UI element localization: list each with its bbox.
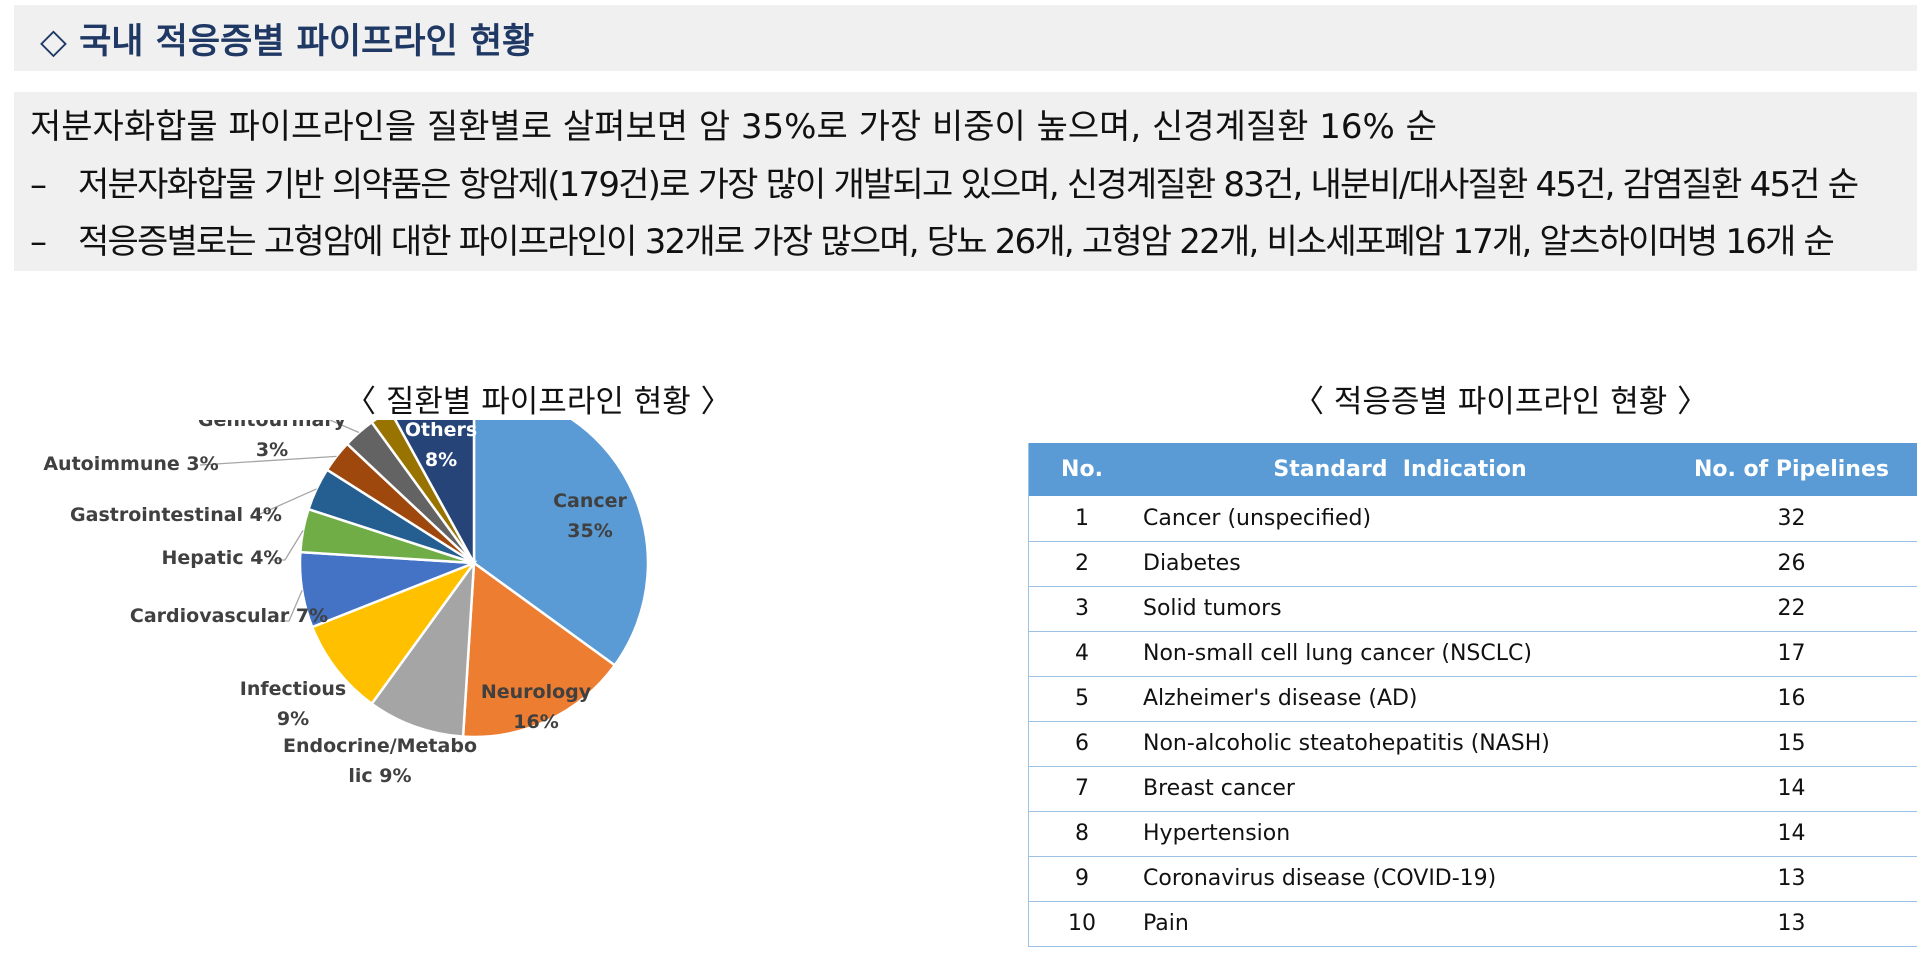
pie-leader-line: [329, 420, 360, 434]
pie-slices: [298, 420, 650, 739]
table-row: 6 Non-alcoholic steatohepatitis (NASH) 15: [1029, 721, 1917, 766]
table-cell-indication: Cancer (unspecified): [1143, 505, 1372, 531]
pie-slice-endocrine-metabolic: [369, 558, 476, 738]
table-cell-indication: Diabetes: [1143, 551, 1241, 576]
table-cell-pipelines: 22: [1777, 596, 1806, 621]
table-row: 10 Pain 13: [1029, 901, 1917, 946]
pie-slice-infectious: [310, 560, 478, 706]
table-cell-no: 3: [1075, 596, 1089, 621]
pipeline-table: No. Standard Indication No. of Pipelines…: [1029, 443, 1917, 947]
pie-leader-line: [270, 530, 304, 561]
table-cell-no: 8: [1075, 821, 1089, 846]
pie-label-category: Autoimmune 3%: [43, 453, 218, 475]
table-cell-pipelines: 13: [1777, 911, 1806, 936]
pie-label-category: Genitourinary: [198, 420, 347, 431]
table-row: 1 Cancer (unspecified) 32: [1029, 496, 1917, 541]
pie-leader-line: [280, 589, 303, 622]
table-cell-pipelines: 14: [1777, 776, 1806, 801]
table-row: 7 Breast cancer 14: [1029, 766, 1917, 811]
pie-slice-pulmonary: [369, 420, 476, 564]
table-cell-indication: Breast cancer: [1143, 776, 1295, 801]
pie-label-category: Infectious: [240, 678, 347, 700]
pie-label-value: 35%: [567, 520, 612, 542]
table-header-row: No. Standard Indication No. of Pipelines: [1029, 443, 1917, 496]
pie-leader-line: [256, 488, 317, 516]
table-cell-pipelines: 32: [1777, 505, 1806, 531]
table-cell-indication: Non-small cell lung cancer (NSCLC): [1143, 641, 1532, 666]
table-cell-pipelines: 13: [1777, 866, 1806, 891]
table-cell-indication: Pain: [1143, 911, 1189, 936]
table-cell-no: 6: [1075, 731, 1089, 756]
pie-slice-neurology: [461, 560, 617, 739]
table-cell-indication: Solid tumors: [1143, 596, 1282, 621]
pie-label-category: Others: [405, 420, 477, 441]
pie-leader-line: [199, 455, 337, 466]
pie-slice-cancer: [472, 420, 650, 668]
bullet-dash: –: [30, 165, 47, 205]
table-cell-indication: Coronavirus disease (COVID-19): [1143, 866, 1497, 891]
pie-label-category: lic 9%: [348, 765, 411, 787]
table-cell-no: 7: [1075, 776, 1089, 801]
table-cell-indication: Non-alcoholic steatohepatitis (NASH): [1143, 731, 1550, 756]
pie-chart-title: 〈 질환별 파이프라인 현황 〉: [345, 384, 732, 420]
table-cell-pipelines: 15: [1777, 731, 1806, 756]
table-cell-pipelines: 26: [1777, 551, 1806, 576]
table-row: 3 Solid tumors 22: [1029, 586, 1917, 631]
table-row: 2 Diabetes 26: [1029, 541, 1917, 586]
title-bar: ◇ 국내 적응증별 파이프라인 현황: [14, 5, 1917, 71]
table-cell-pipelines: 16: [1777, 686, 1806, 711]
table-row: 4 Non-small cell lung cancer (NSCLC) 17: [1029, 631, 1917, 676]
summary-bullet: – 적응증별로는 고형암에 대한 파이프라인이 32개로 가장 많으며, 당뇨 2…: [30, 214, 1835, 263]
table-row: 9 Coronavirus disease (COVID-19) 13: [1029, 856, 1917, 901]
pipeline-table-wrapper: No. Standard Indication No. of Pipelines…: [1028, 443, 1917, 947]
column-header-no: No.: [1061, 457, 1103, 482]
pie-label-category: Gastrointestinal 4%: [70, 504, 282, 526]
table-cell-no: 4: [1075, 641, 1089, 666]
pie-label-category: Hepatic 4%: [162, 547, 283, 569]
table-row: 8 Hypertension 14: [1029, 811, 1917, 856]
bullet-dash: –: [30, 222, 47, 262]
column-header-pipelines: No. of Pipelines: [1694, 457, 1889, 482]
table-cell-indication: Hypertension: [1143, 821, 1291, 846]
pie-slice-others: [393, 420, 476, 564]
table-cell-no: 2: [1075, 551, 1089, 576]
table-cell-indication: Alzheimer's disease (AD): [1143, 686, 1418, 711]
pie-label-value: 8%: [425, 449, 457, 471]
pie-labels: Cancer 35% Neurology 16% Endocrine/Metabo lic…: [43, 420, 627, 787]
pie-label-value: 2%: [330, 420, 362, 422]
table-row: 5 Alzheimer's disease (AD) 16: [1029, 676, 1917, 721]
summary-bullet: – 저분자화합물 기반 의약품은 항암제(179건)로 가장 많이 개발되고 있으…: [30, 157, 1859, 206]
pie-label-value: 9%: [277, 708, 309, 730]
table-cell-no: 10: [1068, 911, 1096, 936]
pie-leader-lines: [199, 420, 360, 622]
table-cell-no: 9: [1075, 866, 1089, 891]
pie-label-category: Neurology: [481, 681, 592, 703]
pie-label-category: Cancer: [553, 490, 627, 512]
summary-box: 저분자화합물 파이프라인을 질환별로 살펴보면 암 35%로 가장 비중이 높으…: [14, 92, 1917, 271]
page-title: ◇ 국내 적응증별 파이프라인 현황: [40, 21, 535, 62]
summary-main-text: 저분자화합물 파이프라인을 질환별로 살펴보면 암 35%로 가장 비중이 높으…: [30, 107, 1437, 147]
table-body: 1 Cancer (unspecified) 32 2 Diabetes 26 3 Solid…: [1029, 496, 1917, 946]
column-header-indication: Standard Indication: [1273, 457, 1527, 482]
table-cell-no: 5: [1075, 686, 1089, 711]
pie-label-value: 16%: [513, 711, 558, 733]
pie-chart: Cancer 35% Neurology 16% Endocrine/Metabo lic…: [43, 420, 650, 787]
summary-bullet-text: 적응증별로는 고형암에 대한 파이프라인이 32개로 가장 많으며, 당뇨 26…: [78, 222, 1835, 262]
table-title: 〈 적응증별 파이프라인 현황 〉: [1293, 384, 1709, 420]
table-cell-pipelines: 17: [1777, 641, 1806, 666]
summary-bullet-text: 저분자화합물 기반 의약품은 항암제(179건)로 가장 많이 개발되고 있으며…: [78, 165, 1859, 205]
pie-label-category: Endocrine/Metabo: [283, 735, 477, 757]
table-cell-pipelines: 14: [1777, 821, 1806, 846]
table-cell-no: 1: [1075, 505, 1089, 531]
pie-label-category: Cardiovascular 7%: [130, 605, 328, 627]
pie-label-value: 3%: [256, 439, 288, 461]
